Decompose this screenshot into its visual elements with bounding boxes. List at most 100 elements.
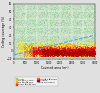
- Point: [72, 47, 74, 49]
- Point: [19, 47, 20, 48]
- Point: [86, 51, 87, 53]
- Point: [55, 52, 56, 53]
- Point: [48, 51, 50, 53]
- Point: [92, 48, 93, 50]
- Point: [20, 21, 22, 23]
- Point: [62, 51, 63, 53]
- Point: [86, 54, 87, 55]
- Point: [77, 51, 79, 52]
- Point: [88, 42, 89, 43]
- Point: [62, 49, 63, 51]
- Point: [34, 19, 36, 21]
- Point: [55, 50, 56, 51]
- Point: [60, 52, 61, 53]
- Point: [64, 47, 66, 48]
- Point: [50, 47, 51, 49]
- Point: [56, 52, 57, 54]
- Point: [72, 51, 74, 52]
- Point: [21, 33, 22, 35]
- Point: [30, 42, 31, 44]
- Point: [74, 55, 76, 56]
- Point: [27, 27, 29, 29]
- Point: [39, 49, 40, 51]
- Point: [48, 51, 50, 53]
- Point: [66, 55, 68, 56]
- Point: [79, 48, 81, 49]
- Point: [49, 19, 50, 20]
- Point: [81, 40, 83, 42]
- Point: [36, 38, 38, 40]
- Point: [43, 48, 45, 49]
- Point: [54, 51, 55, 52]
- Point: [79, 54, 81, 55]
- Point: [31, 39, 32, 41]
- Point: [46, 52, 47, 53]
- Point: [26, 30, 28, 32]
- Point: [72, 7, 73, 9]
- Point: [32, 50, 34, 51]
- Point: [26, 47, 28, 48]
- Point: [35, 53, 36, 54]
- Point: [83, 51, 84, 52]
- Point: [81, 52, 82, 53]
- Point: [58, 54, 60, 56]
- Point: [80, 17, 82, 18]
- Point: [43, 41, 45, 43]
- Point: [30, 52, 32, 53]
- Point: [63, 48, 65, 49]
- Point: [53, 47, 55, 49]
- Point: [76, 51, 77, 52]
- Point: [85, 54, 87, 55]
- Point: [92, 52, 94, 54]
- Point: [50, 51, 52, 52]
- Point: [80, 55, 82, 56]
- Point: [88, 49, 89, 51]
- Point: [30, 55, 32, 57]
- Point: [33, 52, 35, 53]
- Point: [42, 48, 44, 49]
- Point: [33, 45, 34, 46]
- Point: [28, 23, 29, 25]
- Point: [38, 52, 39, 54]
- Point: [52, 50, 54, 51]
- Point: [94, 33, 96, 35]
- Point: [37, 35, 39, 36]
- Point: [81, 46, 83, 47]
- Point: [52, 49, 54, 51]
- Point: [69, 53, 70, 55]
- Point: [84, 17, 86, 19]
- Point: [86, 54, 88, 56]
- Point: [92, 47, 94, 48]
- Point: [40, 7, 42, 8]
- Point: [44, 48, 46, 49]
- Point: [40, 51, 41, 52]
- Point: [54, 52, 56, 53]
- Point: [88, 19, 90, 21]
- Point: [86, 8, 88, 9]
- Point: [89, 49, 91, 50]
- Point: [35, 10, 36, 11]
- Point: [59, 43, 60, 45]
- Point: [49, 37, 50, 38]
- Point: [92, 44, 94, 46]
- Point: [75, 52, 77, 54]
- Point: [89, 52, 91, 54]
- Point: [42, 46, 44, 48]
- Point: [84, 23, 86, 24]
- Point: [38, 48, 40, 50]
- Point: [50, 50, 51, 51]
- Point: [54, 41, 56, 42]
- Point: [74, 39, 75, 40]
- Point: [56, 9, 58, 11]
- Point: [64, 50, 66, 51]
- Point: [75, 47, 76, 49]
- Point: [33, 37, 34, 39]
- Point: [33, 44, 34, 45]
- Point: [35, 42, 36, 44]
- Point: [26, 7, 28, 8]
- Point: [28, 53, 30, 55]
- Point: [52, 55, 54, 57]
- Point: [38, 55, 40, 56]
- Point: [71, 43, 72, 44]
- Point: [84, 49, 85, 50]
